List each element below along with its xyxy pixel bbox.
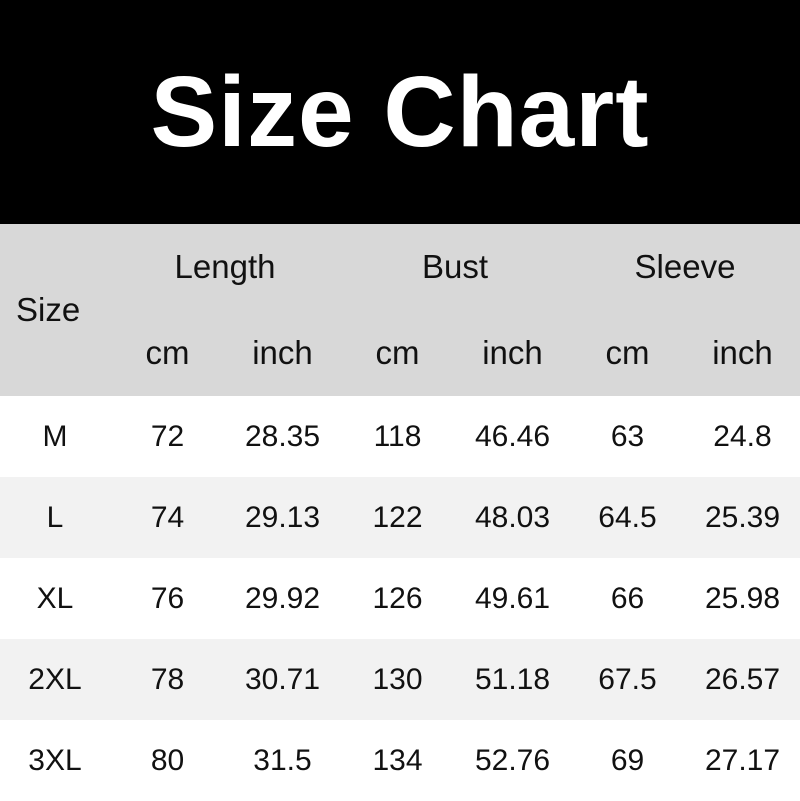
table-row-l: L 74 29.13 122 48.03 64.5 25.39	[0, 477, 800, 558]
size-table-header: Size Length Bust Sleeve cm inch cm inch …	[0, 224, 800, 396]
bust-cm-value: 126	[372, 581, 423, 615]
table-row-m: M 72 28.35 118 46.46 63 24.8	[0, 396, 800, 477]
column-group-sleeve: Sleeve	[634, 248, 736, 285]
size-value: 2XL	[28, 662, 82, 696]
length-inch-value: 29.13	[244, 500, 321, 534]
unit-header-sleeve-cm: cm	[605, 334, 650, 371]
column-header-size: Size	[16, 291, 81, 328]
bust-cm-value: 122	[372, 500, 423, 534]
sleeve-inch-value: 25.39	[704, 500, 781, 534]
sleeve-inch-value: 24.8	[713, 419, 772, 453]
unit-header-sleeve-inch: inch	[712, 334, 773, 371]
length-inch-value: 31.5	[253, 743, 312, 777]
size-value: XL	[36, 581, 74, 615]
sleeve-cm-value: 63	[610, 419, 645, 453]
bust-inch-value: 46.46	[474, 419, 551, 453]
sleeve-inch-value: 27.17	[704, 743, 781, 777]
length-inch-value: 28.35	[244, 419, 321, 453]
length-cm-value: 72	[150, 419, 185, 453]
unit-header-bust-cm: cm	[375, 334, 420, 371]
size-value: L	[46, 500, 64, 534]
table-row-xl: XL 76 29.92 126 49.61 66 25.98	[0, 558, 800, 639]
column-group-bust: Bust	[421, 248, 489, 285]
bust-inch-value: 49.61	[474, 581, 551, 615]
size-value: 3XL	[28, 743, 82, 777]
sleeve-cm-value: 64.5	[598, 500, 657, 534]
length-cm-value: 76	[150, 581, 185, 615]
length-inch-value: 30.71	[244, 662, 321, 696]
page-title: Size Chart	[150, 56, 650, 168]
bust-cm-value: 118	[373, 419, 422, 453]
bust-cm-value: 134	[372, 743, 423, 777]
sleeve-cm-value: 66	[610, 581, 645, 615]
bust-inch-value: 48.03	[474, 500, 551, 534]
sleeve-inch-value: 25.98	[704, 581, 781, 615]
length-inch-value: 29.92	[244, 581, 321, 615]
sleeve-inch-value: 26.57	[704, 662, 781, 696]
unit-header-bust-inch: inch	[482, 334, 543, 371]
length-cm-value: 80	[150, 743, 185, 777]
bust-inch-value: 51.18	[474, 662, 551, 696]
size-value: M	[42, 419, 68, 453]
length-cm-value: 74	[150, 500, 185, 534]
sleeve-cm-value: 69	[610, 743, 645, 777]
title-banner: Size Chart	[0, 0, 800, 224]
length-cm-value: 78	[150, 662, 185, 696]
unit-header-length-inch: inch	[252, 334, 313, 371]
column-group-length: Length	[174, 248, 276, 285]
sleeve-cm-value: 67.5	[598, 662, 657, 696]
table-row-2xl: 2XL 78 30.71 130 51.18 67.5 26.57	[0, 639, 800, 720]
bust-cm-value: 130	[372, 662, 423, 696]
bust-inch-value: 52.76	[474, 743, 551, 777]
unit-header-length-cm: cm	[145, 334, 190, 371]
table-row-3xl: 3XL 80 31.5 134 52.76 69 27.17	[0, 720, 800, 801]
